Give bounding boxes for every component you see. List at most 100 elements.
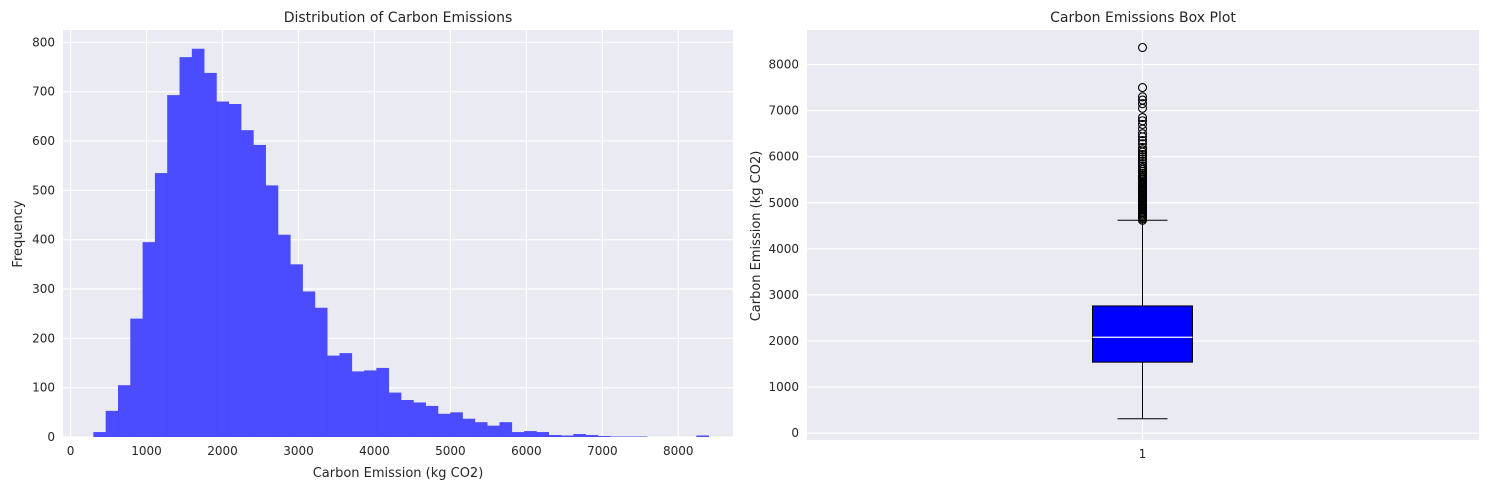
histogram-y-tick-label: 800	[32, 35, 55, 49]
histogram-bar	[425, 405, 439, 437]
histogram-y-tick-label: 600	[32, 134, 55, 148]
boxplot-y-tick-label: 4000	[768, 242, 799, 256]
boxplot-y-ticks: 0 1000 2000 3000 4000 5000 6000 7000 8000	[768, 58, 799, 441]
boxplot-outlier	[1137, 119, 1148, 129]
histogram-x-tick-label: 6000	[511, 444, 542, 458]
histogram-bar	[327, 355, 340, 437]
histogram-bar	[585, 435, 599, 437]
histogram-bar	[191, 48, 205, 437]
histogram-bar	[401, 400, 414, 437]
histogram-bar	[154, 173, 168, 438]
histogram-bar	[339, 353, 353, 437]
histogram-x-axis-label: Carbon Emission (kg CO2)	[313, 466, 484, 481]
histogram-bar	[179, 57, 193, 438]
histogram-bar	[105, 410, 119, 437]
histogram-bar	[130, 318, 143, 437]
histogram-bar	[487, 425, 500, 437]
histogram-bar	[462, 418, 476, 437]
histogram-bar	[302, 291, 316, 437]
histogram-bar	[573, 434, 586, 437]
histogram-bar	[376, 367, 390, 437]
boxplot-outlier	[1137, 159, 1148, 169]
boxplot-box	[1092, 305, 1193, 363]
histogram-bar	[511, 432, 525, 437]
boxplot-y-tick-label: 5000	[768, 196, 799, 210]
histogram-bars	[93, 48, 709, 438]
histogram-y-tick-label: 700	[32, 85, 55, 99]
boxplot-outlier	[1137, 136, 1148, 146]
histogram-bar	[450, 412, 463, 437]
histogram-bar	[142, 242, 156, 437]
boxplot-outlier	[1137, 129, 1148, 139]
histogram-x-tick-label: 4000	[359, 444, 390, 458]
histogram-y-tick-label: 0	[47, 430, 55, 444]
histogram-x-tick-label: 3000	[283, 444, 314, 458]
boxplot-y-tick-label: 2000	[768, 334, 799, 348]
boxplot-outlier	[1137, 152, 1148, 162]
histogram-bar	[314, 307, 328, 437]
boxplot-outlier	[1137, 42, 1148, 53]
histogram-panel: Distribution of Carbon Emissions 0 1000 20…	[11, 10, 733, 481]
histogram-x-tick-label: 2000	[207, 444, 238, 458]
boxplot-body	[1092, 42, 1193, 420]
boxplot-x-tick-label: 1	[1139, 447, 1147, 461]
boxplot-outlier	[1137, 145, 1148, 155]
histogram-y-tick-label: 100	[32, 381, 55, 395]
boxplot-outlier	[1137, 154, 1148, 164]
histogram-bar	[437, 413, 451, 437]
histogram-bar	[204, 72, 217, 438]
histogram-y-tick-label: 200	[32, 331, 55, 345]
histogram-title: Distribution of Carbon Emissions	[284, 10, 513, 26]
histogram-bar	[167, 95, 180, 438]
histogram-bar	[253, 144, 266, 438]
histogram-bar	[228, 104, 242, 437]
histogram-bar	[117, 385, 131, 437]
histogram-bar	[388, 392, 402, 437]
boxplot-outlier	[1137, 161, 1148, 171]
histogram-bar	[561, 435, 574, 437]
boxplot-outlier	[1137, 112, 1148, 123]
histogram-y-tick-label: 400	[32, 233, 55, 247]
boxplot-y-tick-label: 6000	[768, 150, 799, 164]
boxplot-y-tick-label: 0	[791, 426, 799, 440]
histogram-y-ticks: 0 100 200 300 400 500 600 700 800	[32, 35, 55, 444]
histogram-x-tick-label: 5000	[435, 444, 466, 458]
boxplot-y-tick-label: 7000	[768, 104, 799, 118]
histogram-bar	[597, 436, 611, 437]
histogram-bar	[696, 435, 709, 437]
boxplot-outlier	[1137, 142, 1148, 153]
boxplot-y-tick-label: 8000	[768, 58, 799, 72]
boxplot-panel: Carbon Emissions Box Plot 0 1000 2000 3000 4…	[749, 10, 1479, 461]
boxplot-outlier	[1137, 99, 1148, 109]
boxplot-outlier	[1137, 116, 1148, 126]
histogram-bar	[499, 422, 513, 437]
histogram-bar	[265, 185, 279, 437]
histogram-bar	[241, 130, 254, 437]
histogram-bar	[216, 101, 230, 438]
boxplot-outlier	[1137, 156, 1148, 166]
histogram-bar	[93, 432, 106, 437]
boxplot-y-axis-label: Carbon Emission (kg CO2)	[749, 151, 764, 322]
boxplot-outlier	[1137, 92, 1148, 102]
boxplot-y-tick-label: 3000	[768, 288, 799, 302]
histogram-bar	[351, 371, 365, 437]
histogram-bar	[364, 370, 377, 437]
histogram-bar	[524, 431, 537, 437]
histogram-bar	[413, 402, 426, 437]
histogram-y-tick-label: 300	[32, 282, 55, 296]
histogram-x-tick-label: 1000	[131, 444, 162, 458]
histogram-bar	[290, 264, 303, 437]
histogram-bar	[536, 432, 550, 437]
histogram-x-ticks: 0 1000 2000 3000 4000 5000 6000 7000 8000	[67, 444, 694, 458]
histogram-x-tick-label: 8000	[663, 444, 694, 458]
histogram-bar	[548, 435, 562, 437]
boxplot-outlier	[1137, 139, 1148, 149]
boxplot-outlier	[1137, 149, 1148, 159]
histogram-x-tick-label: 7000	[587, 444, 618, 458]
boxplot-x-ticks: 1	[1139, 447, 1147, 461]
boxplot-title: Carbon Emissions Box Plot	[1050, 10, 1236, 26]
boxplot-outlier	[1137, 83, 1148, 93]
histogram-x-tick-label: 0	[67, 444, 75, 458]
histogram-y-tick-label: 500	[32, 183, 55, 197]
